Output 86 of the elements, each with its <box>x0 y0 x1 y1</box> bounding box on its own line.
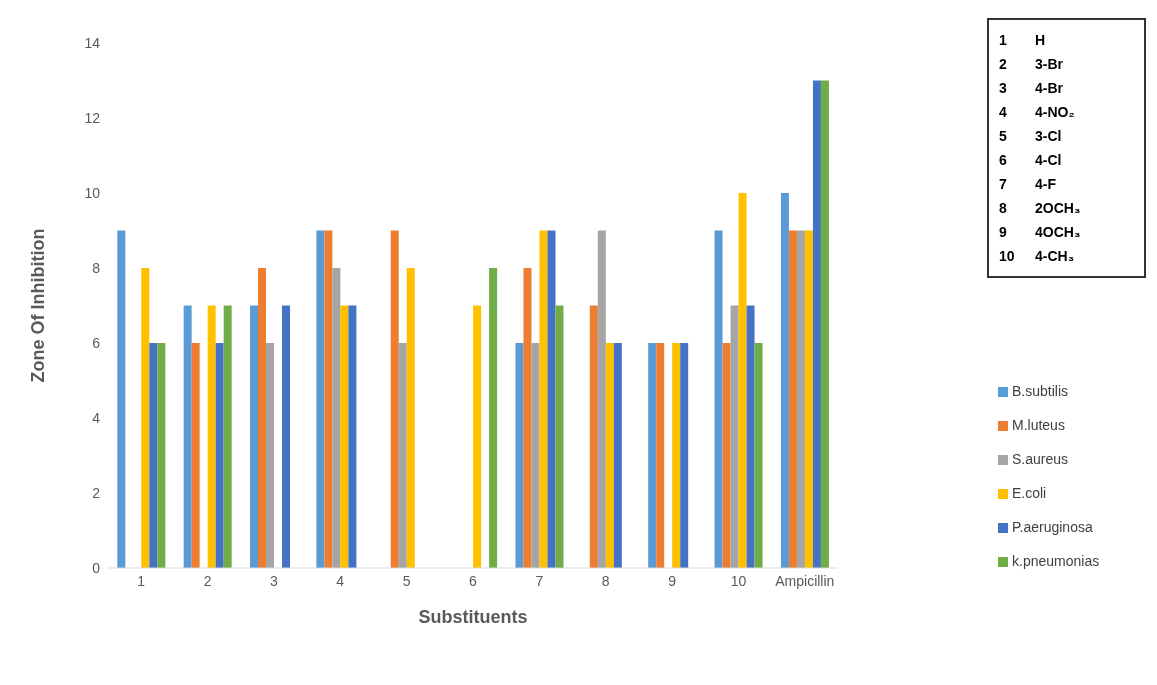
bar <box>746 305 755 568</box>
x-tick-label: 2 <box>203 572 212 589</box>
x-tick-label: 5 <box>402 572 411 589</box>
bar <box>390 230 399 568</box>
bar <box>680 343 689 568</box>
bar <box>348 305 357 568</box>
bar <box>157 343 166 568</box>
bar <box>780 193 789 568</box>
x-tick-label: 7 <box>535 572 544 589</box>
bar <box>266 343 275 568</box>
bar <box>812 80 821 568</box>
bar <box>714 230 723 568</box>
y-tick-label: 4 <box>92 409 101 426</box>
x-tick-label: 3 <box>270 572 279 589</box>
bar <box>340 305 349 568</box>
bar <box>215 343 224 568</box>
bar <box>324 230 333 568</box>
text: 7 4-F <box>999 176 1056 192</box>
bar <box>473 305 482 568</box>
x-tick-label: 9 <box>668 572 677 589</box>
x-tick-label: 10 <box>730 572 747 589</box>
y-tick-label: 2 <box>92 484 101 501</box>
legend-label: E.coli <box>1012 485 1047 501</box>
x-tick-label: Ampicillin <box>775 572 835 589</box>
bar <box>754 343 763 568</box>
bar <box>539 230 548 568</box>
legend-label: S.aureus <box>1012 451 1069 467</box>
bar <box>730 305 739 568</box>
bar <box>406 268 415 568</box>
x-tick-label: 6 <box>469 572 478 589</box>
y-tick-label: 6 <box>92 334 101 351</box>
x-tick-label: 1 <box>137 572 146 589</box>
bar <box>141 268 150 568</box>
legend-label: P.aeruginosa <box>1012 519 1093 535</box>
bar <box>547 230 556 568</box>
bar <box>555 305 564 568</box>
bar <box>656 343 665 568</box>
text: 2 3-Br <box>999 56 1064 72</box>
x-tick-label: 4 <box>336 572 345 589</box>
bar <box>672 343 681 568</box>
text: 10 4-CH₃ <box>999 248 1075 264</box>
bar <box>117 230 126 568</box>
bar <box>316 230 325 568</box>
bar <box>531 343 540 568</box>
x-axis-title: Substituents <box>418 607 528 627</box>
bar <box>613 343 622 568</box>
bar <box>515 343 524 568</box>
bar <box>648 343 657 568</box>
bar <box>258 268 267 568</box>
text: 3 4-Br <box>999 80 1064 96</box>
bar <box>605 343 614 568</box>
text: 4 4-NO₂ <box>999 104 1075 120</box>
bar <box>398 343 407 568</box>
y-tick-label: 0 <box>92 559 101 576</box>
y-tick-label: 14 <box>84 34 101 51</box>
bar <box>149 343 158 568</box>
bar <box>738 193 747 568</box>
text: 9 4OCH₃ <box>999 224 1081 240</box>
legend-label: M.luteus <box>1012 417 1065 433</box>
bar <box>191 343 200 568</box>
bar <box>722 343 731 568</box>
bar <box>820 80 829 568</box>
bar <box>788 230 797 568</box>
bar <box>183 305 192 568</box>
bar <box>250 305 259 568</box>
legend-label: B.subtilis <box>1012 383 1069 399</box>
legend-label: k.pneumonias <box>1012 553 1100 569</box>
bar <box>804 230 813 568</box>
y-tick-label: 10 <box>84 184 101 201</box>
bar <box>207 305 216 568</box>
bar <box>223 305 232 568</box>
bar <box>332 268 341 568</box>
text: 1 H <box>999 32 1046 48</box>
bar <box>597 230 606 568</box>
text: 6 4-Cl <box>999 152 1062 168</box>
bar <box>796 230 805 568</box>
y-axis-title: Zone Of Inhibition <box>28 228 49 383</box>
bar <box>589 305 598 568</box>
x-tick-label: 8 <box>601 572 610 589</box>
text: 5 3-Cl <box>999 128 1062 144</box>
y-tick-label: 8 <box>92 259 101 276</box>
bar <box>523 268 532 568</box>
bar <box>282 305 291 568</box>
bar <box>489 268 498 568</box>
text: 8 2OCH₃ <box>999 200 1081 216</box>
y-tick-label: 12 <box>84 109 101 126</box>
